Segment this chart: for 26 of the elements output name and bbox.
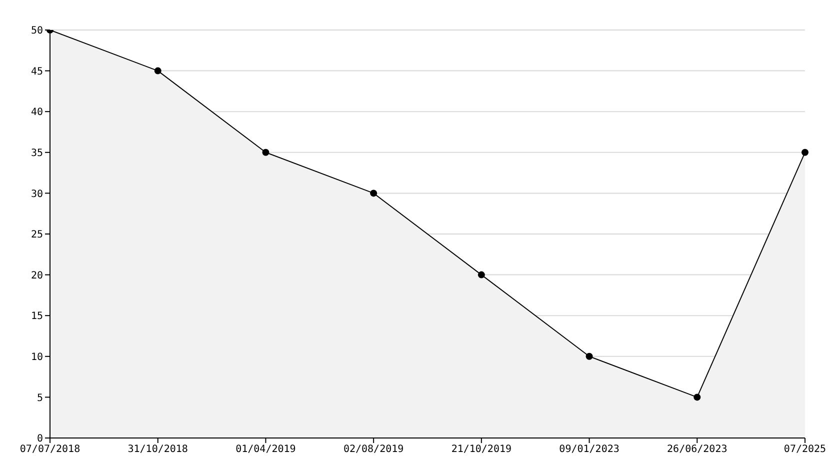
point — [586, 352, 593, 360]
y-tick-label: 40 — [30, 107, 43, 118]
x-tick-label: 01/04/2019 — [236, 444, 296, 456]
x-tick-label: 07/07/2018 — [20, 444, 80, 456]
point — [802, 148, 808, 156]
y-tick-label: 20 — [30, 270, 43, 282]
x-tick-label: 31/10/2018 — [128, 444, 188, 456]
y-tick-label: 45 — [30, 66, 43, 78]
point — [478, 271, 485, 278]
y-tick-label: 10 — [30, 352, 43, 363]
point — [370, 190, 378, 197]
y-tick-label: 50 — [30, 26, 43, 37]
x-tick-label: 02/08/2019 — [343, 444, 404, 456]
y-tick-label: 35 — [30, 148, 43, 159]
x-tick-label: 07/2025 — [784, 444, 826, 456]
x-tick-label: 21/10/2019 — [451, 444, 512, 456]
point — [694, 394, 701, 401]
point — [262, 148, 270, 156]
point — [154, 67, 162, 74]
y-tick-label: 15 — [30, 311, 43, 322]
y-tick-label: 25 — [30, 230, 43, 241]
y-tick-label: 0 — [36, 434, 43, 445]
x-tick-label: 09/01/2023 — [559, 444, 620, 456]
x-tick-label: 26/06/2023 — [667, 444, 728, 456]
y-tick-label: 5 — [36, 392, 43, 404]
y-tick-label: 30 — [30, 188, 43, 200]
